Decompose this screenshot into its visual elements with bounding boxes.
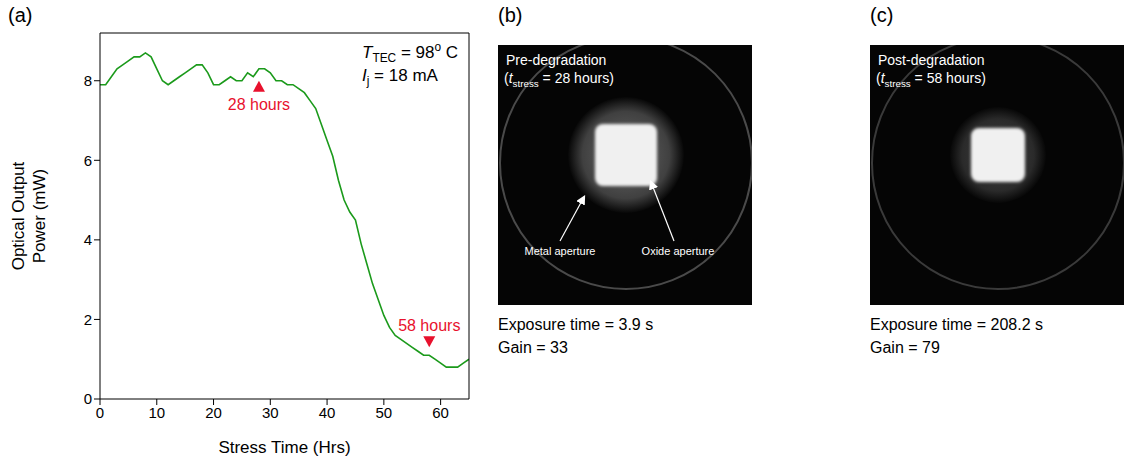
- html-text:TTEC= 98oC: TTEC= 98oC: [362, 40, 459, 65]
- svg-text:Oxide aperture: Oxide aperture: [642, 245, 715, 257]
- svg-text:8: 8: [84, 72, 92, 89]
- svg-text:58 hours: 58 hours: [398, 317, 460, 334]
- svg-text:40: 40: [319, 404, 336, 421]
- html-text:Gain = 79: Gain = 79: [870, 339, 940, 356]
- svg-text:0: 0: [84, 390, 92, 407]
- svg-text:30: 30: [262, 404, 279, 421]
- svg-text:20: 20: [205, 404, 222, 421]
- svg-text:Post-degradation: Post-degradation: [878, 52, 985, 68]
- svg-text:6: 6: [84, 152, 92, 169]
- svg-text:Stress Time (Hrs): Stress Time (Hrs): [218, 438, 350, 457]
- svg-text:0: 0: [96, 404, 104, 421]
- html-text:(tstress= 58 hours): (tstress= 58 hours): [876, 70, 986, 89]
- html-text:Ij= 18 mA: Ij= 18 mA: [362, 66, 438, 89]
- svg-text:60: 60: [432, 404, 449, 421]
- svg-text:2: 2: [84, 311, 92, 328]
- svg-text:50: 50: [376, 404, 393, 421]
- svg-text:Pre-degradation: Pre-degradation: [506, 52, 606, 68]
- svg-text:28 hours: 28 hours: [228, 96, 290, 113]
- html-text:(c): (c): [870, 4, 894, 26]
- html-text:Gain = 33: Gain = 33: [498, 339, 568, 356]
- html-text:Exposure time = 208.2 s: Exposure time = 208.2 s: [870, 316, 1043, 333]
- svg-text:Power (mW): Power (mW): [30, 169, 49, 263]
- html-text:(a): (a): [8, 4, 33, 26]
- svg-text:4: 4: [84, 231, 92, 248]
- svg-text:Metal aperture: Metal aperture: [525, 245, 596, 257]
- svg-text:Optical Output: Optical Output: [9, 161, 28, 270]
- html-text:Exposure time = 3.9 s: Exposure time = 3.9 s: [498, 316, 654, 333]
- html-text:(tstress= 28 hours): (tstress= 28 hours): [504, 70, 614, 89]
- html-text:(b): (b): [498, 4, 523, 26]
- svg-text:10: 10: [148, 404, 165, 421]
